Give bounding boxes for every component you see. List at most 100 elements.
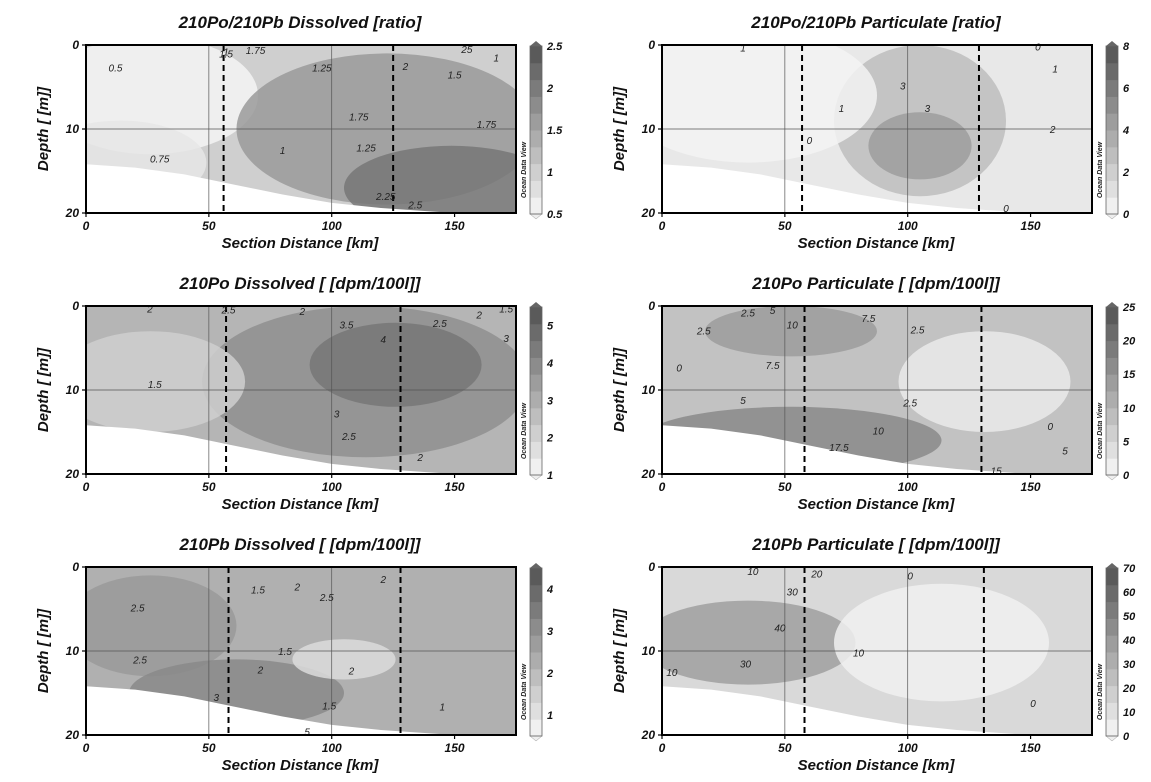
contour-label: 1.5 [278,647,292,658]
colorbar-tick-label: 30 [1123,659,1136,671]
shade-region [662,45,877,163]
x-tick-label: 0 [83,219,90,233]
colorbar-bottom-arrow [1105,474,1119,481]
contour-label: 10 [787,320,799,331]
x-tick-label: 100 [898,480,918,494]
colorbar-segment [530,307,542,325]
colorbar-frame [1105,567,1119,737]
colorbar-tick-label: 0 [1123,209,1130,221]
colorbar-tick-label: 1.5 [547,125,563,137]
data-field [86,306,516,474]
contour-label: 30 [787,587,799,598]
chart-title: 210Pb Dissolved [ [dpm/100l]] [179,535,422,554]
colorbar-segment [1106,601,1118,619]
colorbar-segment [530,618,542,636]
x-tick-label: 50 [778,480,792,494]
contour-label: 1 [223,48,229,59]
contour-label: 3.5 [340,320,354,331]
chart-svg-po-pb-particulate-ratio: 210Po/210Pb Particulate [ratio]101332001… [611,13,1130,252]
contour-label: 3 [900,81,906,92]
y-tick-label: 20 [641,728,656,742]
colorbar-bottom-arrow [529,474,543,481]
colorbar-segment [1106,46,1118,64]
colorbar-segment [530,584,542,603]
contour-label: 1.5 [322,702,336,713]
shade-region [344,145,516,213]
colorbar-segment [1106,113,1118,131]
chart-svg-po-dissolved: 210Po Dissolved [ [dpm/100l]] 2 2.5 2 3.5 4 2.… [35,274,554,513]
panel-po-dissolved: 210Po Dissolved [ [dpm/100l]] 2 2.5 2 3.5 4 2.… [0,261,575,521]
x-tick-label: 50 [202,480,216,494]
seafloor-mask [86,425,455,474]
colorbar-segment [1106,668,1118,687]
colorbar-tick-label: 2 [546,433,553,445]
y-axis-label: Depth [ [m]] [611,347,628,432]
contour-label: 2 [257,665,264,676]
contour-label: 7.5 [861,314,875,325]
x-tick-label: 150 [1021,741,1041,755]
colorbar-segment [1106,79,1118,97]
contour-label: 2.25 [375,192,396,203]
contour-label: 5 [304,728,310,739]
x-axis-label: Section Distance [km] [798,496,956,513]
seafloor-mask [86,164,455,213]
contour-label: 5 [740,396,746,407]
contour-label: 2 [348,666,355,677]
colorbar-tick-label: 4 [546,358,553,370]
contour-label: 1.5 [148,380,162,391]
colorbar-segment [530,568,542,586]
chart-svg-po-pb-dissolved-ratio: 210Po/210Pb Dissolved [ratio]0.50.7511.5… [35,13,563,252]
colorbar-tick-label: 2 [546,83,553,95]
colorbar-tick-label: 4 [546,584,553,596]
data-field [662,567,1092,735]
y-tick-label: 20 [65,206,80,220]
contour-label: 2.5 [130,603,145,614]
colorbar-tick-label: 3 [547,395,553,407]
x-tick-label: 0 [83,741,90,755]
y-tick-label: 20 [641,206,656,220]
contour-label: 2.5 [319,593,334,604]
x-tick-label: 50 [202,741,216,755]
colorbar-segment [530,407,542,426]
colorbar-segment [1106,635,1118,653]
contour-label: 5 [770,306,776,317]
x-axis-label: Section Distance [km] [798,757,956,774]
contour-label: 2 [1049,125,1056,136]
seafloor-mask [662,164,1031,213]
colorbar-top-arrow [530,302,542,307]
colorbar-segment [1106,441,1118,459]
contour-label: 2.5 [341,432,356,443]
contour-label: 1.25 [312,64,332,75]
contour-label: 1 [740,44,746,55]
x-tick-label: 0 [659,219,666,233]
contour-label: 0.75 [150,154,170,165]
contour-label: 2 [475,310,482,321]
colorbar-segment [1106,391,1118,409]
panel-po-pb-particulate-ratio: 210Po/210Pb Particulate [ratio] 1 0 1 3 3 2 0 0 1… [576,0,1151,260]
contour-label: 0 [676,363,682,374]
colorbar-segment [1106,685,1118,703]
shade-region [705,306,877,357]
x-tick-label: 150 [445,219,465,233]
x-tick-label: 100 [322,741,342,755]
colorbar-segment [530,46,542,64]
colorbar-tick-label: 70 [1123,563,1136,575]
colorbar-segment [1106,340,1118,358]
colorbar-segment [1106,323,1118,342]
colorbar-segment [1106,163,1118,181]
x-tick-label: 0 [659,480,666,494]
contour-label: 0 [1047,422,1053,433]
colorbar-segment [530,62,542,81]
x-tick-label: 0 [659,741,666,755]
shade-region [662,600,856,685]
colorbar-segment [530,702,542,720]
contour-label: 2 [294,582,301,593]
colorbar-tick-label: 10 [1123,707,1136,719]
contour-label: 20 [810,570,823,581]
colorbar-segment [1106,307,1118,325]
odv-watermark: Ocean Data View [1097,402,1104,459]
contour-label: 10 [666,668,678,679]
shade-region [309,322,482,407]
y-tick-label: 0 [648,38,655,52]
contour-label: 0 [807,136,813,147]
